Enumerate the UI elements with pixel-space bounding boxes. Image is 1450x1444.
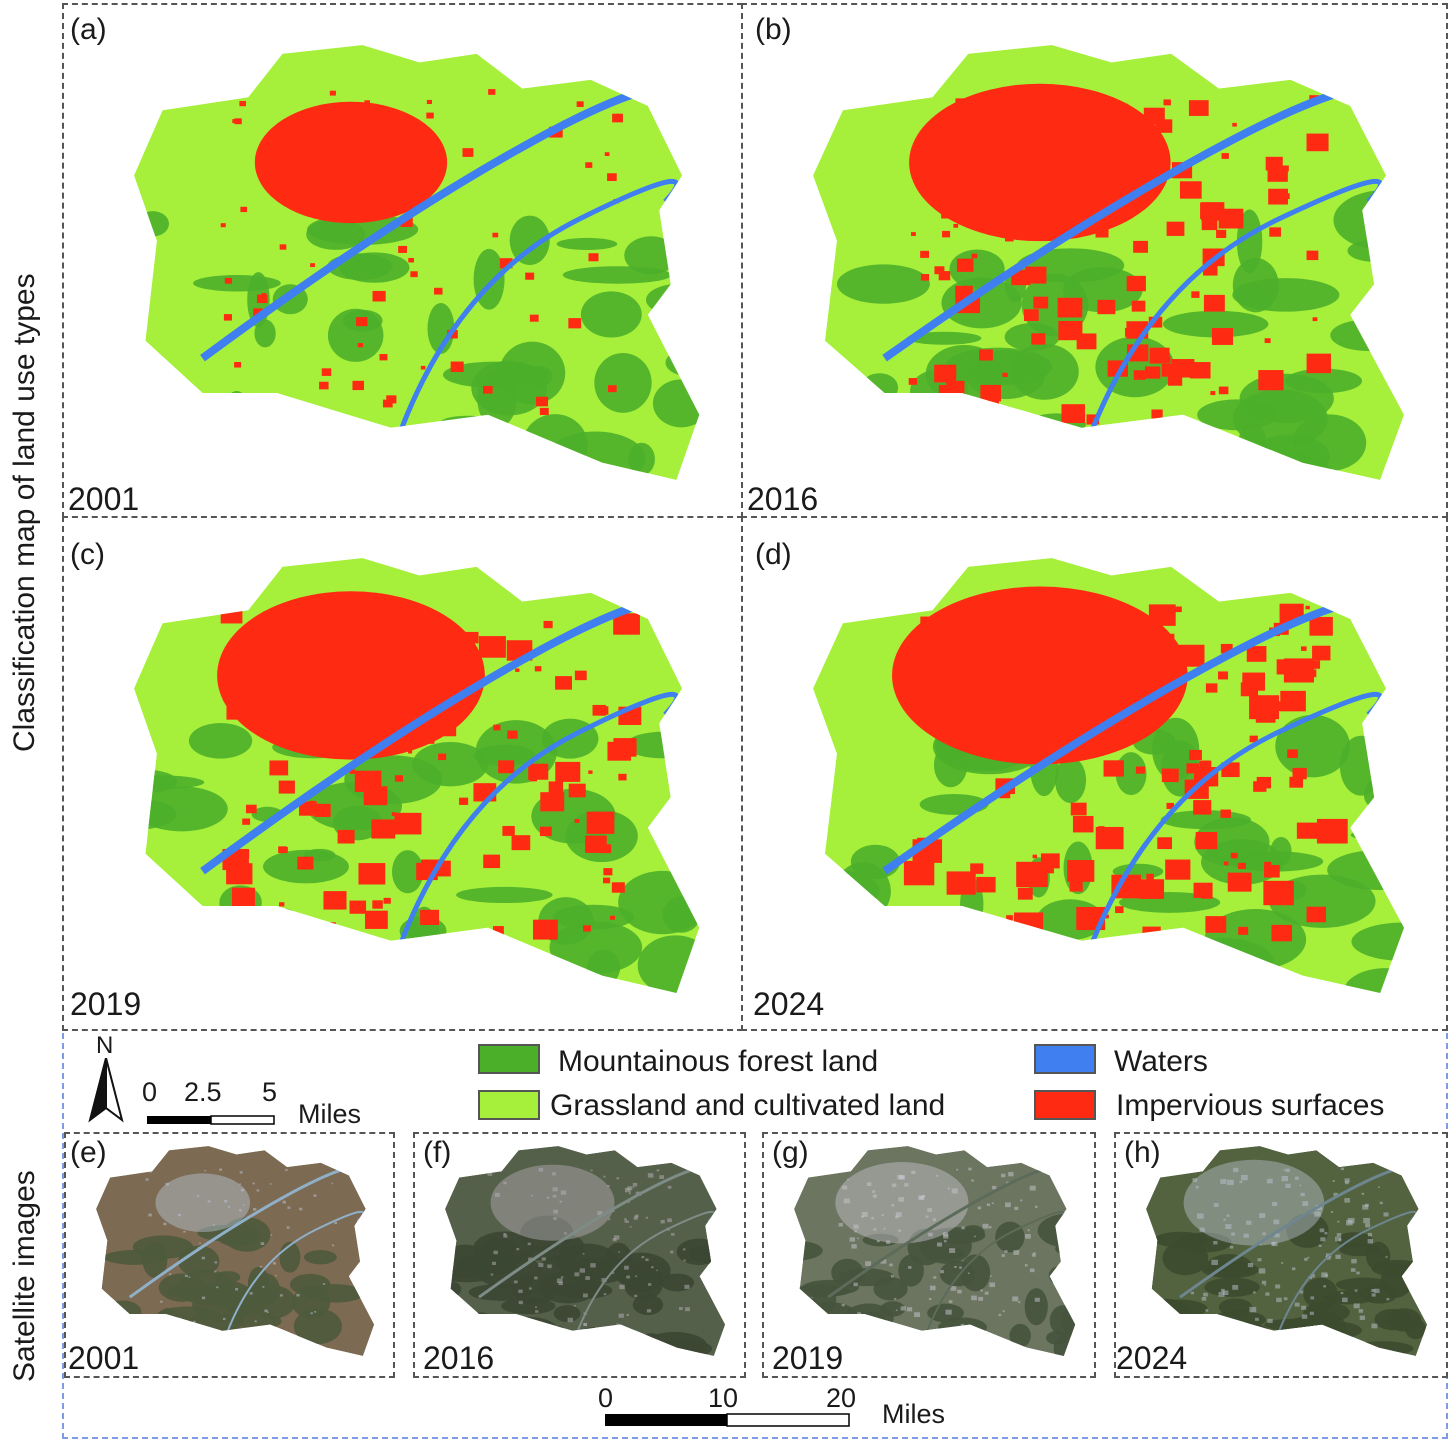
panel-year-d: 2024	[753, 986, 825, 1022]
panel-year-a: 2001	[68, 481, 140, 517]
panel-label-c: (c)	[70, 538, 105, 571]
panel-label-g: (g)	[772, 1136, 809, 1169]
small-scale-tick-2: 5	[262, 1077, 278, 1107]
land-use-map-2016	[813, 45, 1405, 480]
panel-year-b: 2016	[747, 481, 819, 517]
legend-label-impervious: Impervious surfaces	[1116, 1089, 1385, 1122]
map-panel-a: (a) 2001	[62, 3, 743, 518]
satellite-image-2001	[96, 1146, 375, 1356]
large-scale-tick-2: 20	[826, 1383, 857, 1413]
legend-label-grassland: Grassland and cultivated land	[550, 1089, 946, 1122]
panel-label-b: (b)	[755, 13, 792, 46]
map-panel-d: (d) 2024	[741, 516, 1448, 1031]
satellite-panel-e: (e) 2001	[64, 1132, 395, 1378]
panel-label-a: (a)	[70, 13, 107, 46]
large-scale-unit: Miles	[882, 1399, 946, 1429]
panel-year-g: 2019	[772, 1340, 844, 1376]
panel-label-h: (h)	[1124, 1136, 1161, 1169]
satellite-panel-f: (f) 2016	[413, 1132, 746, 1378]
satellite-image-2024	[1146, 1146, 1428, 1356]
panel-label-d: (d)	[755, 538, 792, 571]
satellite-image-2016	[445, 1146, 726, 1356]
legend-swatch-waters	[1034, 1044, 1096, 1074]
panel-label-f: (f)	[423, 1136, 452, 1169]
legend-label-waters: Waters	[1114, 1045, 1208, 1078]
north-arrow-label: N	[96, 1032, 114, 1059]
legend-label-forest: Mountainous forest land	[558, 1045, 879, 1078]
small-scale-unit: Miles	[298, 1099, 362, 1129]
map-panel-c: (c) 2019	[62, 516, 743, 1031]
small-scale-tick-1: 2.5	[184, 1077, 222, 1107]
small-scale-bar	[147, 1115, 275, 1125]
satellite-panel-h: (h) 2024	[1114, 1132, 1448, 1378]
satellite-panel-g: (g) 2019	[762, 1132, 1096, 1378]
north-arrow-icon	[88, 1058, 124, 1123]
small-scale-tick-0: 0	[142, 1077, 158, 1107]
large-scale-tick-0: 0	[598, 1383, 614, 1413]
land-use-map-2001	[134, 45, 700, 480]
large-scale-bar	[605, 1413, 850, 1427]
large-scale-tick-1: 10	[708, 1383, 739, 1413]
panel-year-h: 2024	[1116, 1340, 1188, 1376]
panel-year-f: 2016	[423, 1340, 495, 1376]
land-use-map-2024	[813, 558, 1405, 993]
satellite-axis-label: Satellite images	[8, 1170, 41, 1382]
panel-label-e: (e)	[70, 1136, 107, 1169]
legend-swatch-forest	[478, 1044, 540, 1074]
map-panel-b: (b) 2016	[741, 3, 1448, 518]
land-use-map-2019	[134, 558, 700, 993]
legend-swatch-grassland	[478, 1090, 540, 1120]
panel-year-e: 2001	[68, 1340, 140, 1376]
satellite-image-2019	[794, 1146, 1076, 1356]
classification-axis-label: Classification map of land use types	[8, 273, 41, 752]
panel-year-c: 2019	[70, 986, 142, 1022]
legend-swatch-impervious	[1034, 1090, 1096, 1120]
